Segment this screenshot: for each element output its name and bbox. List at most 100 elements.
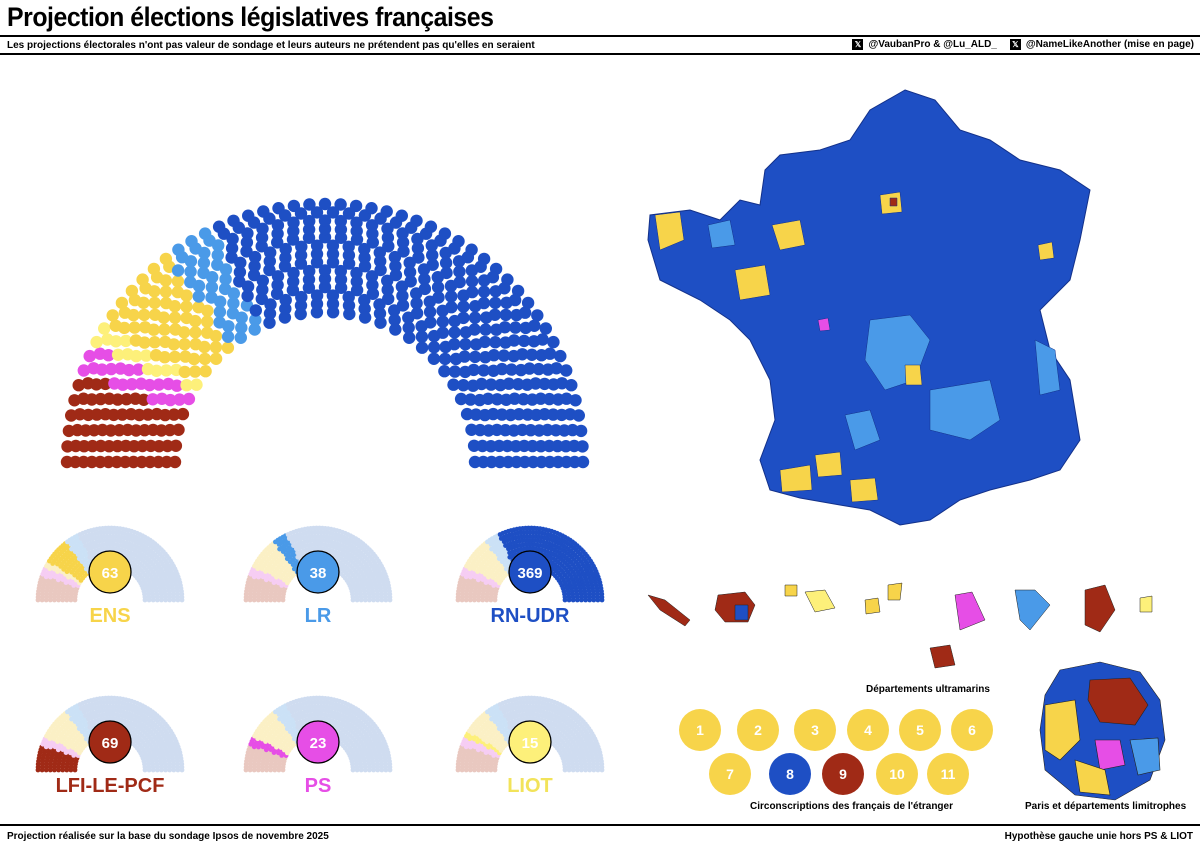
seat-dot bbox=[248, 323, 261, 336]
mini-seat-dot bbox=[566, 767, 572, 773]
seat-dot bbox=[132, 363, 145, 376]
seat-dot bbox=[489, 296, 502, 310]
seat-dot bbox=[278, 209, 292, 222]
overseas-territory bbox=[1014, 589, 1051, 631]
seat-dot bbox=[95, 363, 109, 376]
mini-seat-dot bbox=[354, 597, 360, 603]
mini-seat-dot bbox=[587, 597, 593, 603]
seat-dot bbox=[466, 285, 479, 299]
seat-dot bbox=[255, 231, 269, 244]
seat-dot bbox=[209, 341, 223, 354]
seat-dot bbox=[173, 393, 186, 406]
seat-dot bbox=[167, 338, 180, 351]
mini-seat-dot bbox=[371, 597, 376, 603]
seat-dot bbox=[199, 365, 212, 378]
seat-dot bbox=[350, 283, 364, 297]
party-label: PS bbox=[305, 775, 332, 797]
seat-dot bbox=[146, 393, 159, 406]
seat-dot bbox=[468, 311, 482, 324]
france-map bbox=[647, 89, 1091, 526]
mini-seat-dot bbox=[383, 597, 389, 603]
x-logo-icon: 𝕏 bbox=[852, 39, 864, 50]
seat-dot bbox=[495, 408, 509, 421]
map-district bbox=[734, 264, 771, 301]
seat-dot bbox=[226, 232, 239, 246]
seat-dot bbox=[178, 338, 191, 351]
seat-dot bbox=[574, 424, 588, 438]
map-district bbox=[707, 219, 736, 249]
paris-district bbox=[1087, 677, 1149, 726]
seat-dot bbox=[303, 214, 316, 228]
seat-dot bbox=[518, 455, 531, 469]
seat-dot bbox=[436, 326, 449, 339]
seat-dot bbox=[380, 205, 393, 218]
seat-dot bbox=[256, 283, 269, 296]
abroad-constituency bbox=[679, 709, 721, 751]
party-label: LR bbox=[305, 605, 332, 627]
seat-dot bbox=[102, 349, 115, 362]
seat-dot bbox=[271, 219, 285, 232]
map-district bbox=[817, 317, 831, 332]
seat-dot bbox=[60, 455, 74, 469]
mini-seat-dot bbox=[371, 767, 376, 773]
seat-dot bbox=[396, 236, 410, 249]
mini-seat-dot bbox=[599, 767, 605, 773]
mini-seat-dot bbox=[171, 597, 177, 603]
mini-seat-dot bbox=[570, 767, 576, 773]
seat-dot bbox=[264, 246, 277, 259]
abroad-constituency-number: 9 bbox=[839, 766, 847, 782]
seat-dot bbox=[209, 329, 223, 343]
seat-dot bbox=[263, 255, 276, 268]
seat-dot bbox=[279, 242, 292, 256]
seat-dot bbox=[168, 311, 182, 324]
mini-seat-dot bbox=[579, 597, 584, 603]
seat-dot bbox=[263, 212, 276, 225]
overseas-territory bbox=[929, 644, 956, 669]
seat-dot bbox=[205, 281, 219, 294]
seat-dot bbox=[438, 365, 451, 378]
seat-dot bbox=[518, 306, 532, 319]
map-district bbox=[904, 364, 923, 386]
seat-dot bbox=[128, 321, 141, 334]
seat-dot bbox=[395, 209, 408, 222]
seat-dot bbox=[445, 290, 458, 303]
abroad-constituency-number: 4 bbox=[864, 722, 872, 738]
overseas-territory bbox=[864, 597, 881, 615]
seat-dot bbox=[445, 301, 458, 314]
mini-seat-dot bbox=[595, 597, 601, 603]
seat-dot bbox=[404, 275, 417, 288]
seat-dot bbox=[72, 379, 85, 392]
seat-count-badge bbox=[508, 720, 552, 764]
seat-dot bbox=[198, 246, 211, 260]
seat-dot bbox=[436, 315, 449, 328]
seat-dot bbox=[116, 408, 129, 421]
seat-dot bbox=[334, 281, 348, 294]
seat-dot bbox=[521, 296, 535, 310]
seat-dot bbox=[221, 330, 235, 343]
seat-count-text: 23 bbox=[310, 735, 327, 752]
seat-dot bbox=[206, 271, 219, 284]
seat-dot bbox=[287, 216, 300, 229]
seat-dot bbox=[227, 287, 240, 300]
mini-seat-dot bbox=[562, 767, 568, 773]
seat-dot bbox=[125, 378, 139, 391]
seat-dot bbox=[366, 287, 380, 300]
seat-dot bbox=[415, 330, 429, 343]
seat-dot bbox=[374, 255, 387, 268]
seat-dot bbox=[539, 322, 552, 335]
seat-dot bbox=[90, 335, 103, 349]
seat-dot bbox=[136, 273, 149, 286]
seat-dot bbox=[180, 379, 193, 392]
seat-dot bbox=[176, 407, 190, 421]
seat-dot bbox=[448, 338, 461, 351]
mini-seat-dot bbox=[354, 767, 360, 773]
overseas-territory bbox=[734, 604, 749, 621]
seat-dot bbox=[184, 255, 198, 268]
map-district bbox=[1037, 241, 1055, 261]
seat-dot bbox=[111, 393, 124, 406]
mini-seat-dot bbox=[175, 767, 181, 773]
seat-dot bbox=[366, 278, 379, 292]
seat-dot bbox=[184, 265, 197, 278]
seat-dot bbox=[536, 333, 549, 346]
seat-dot bbox=[83, 349, 96, 363]
